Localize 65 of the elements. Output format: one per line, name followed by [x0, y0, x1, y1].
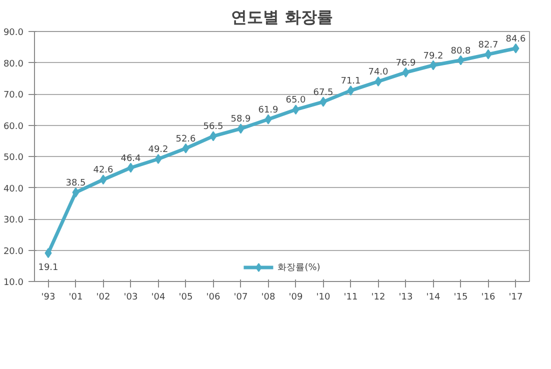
x-tick-label: '16	[481, 292, 496, 302]
point	[100, 174, 107, 185]
x-tick-label: '08	[261, 292, 276, 302]
data-label: 61.9	[258, 105, 279, 116]
point	[457, 55, 464, 66]
y-tick-label: 30.0	[3, 216, 24, 226]
point	[430, 60, 437, 70]
x-tick-label: '11	[344, 292, 358, 302]
data-label: 71.1	[340, 76, 361, 87]
point	[484, 49, 492, 60]
x-tick-label: '93	[41, 292, 56, 302]
data-label: 46.4	[120, 154, 142, 164]
point	[154, 154, 162, 164]
y-tick-label: 20.0	[3, 246, 24, 257]
data-label: 82.7	[478, 40, 498, 50]
y-tick-label: 10.0	[3, 278, 24, 288]
data-label: 42.6	[93, 166, 114, 176]
data-label: 19.1	[38, 263, 58, 274]
y-tick-label: 60.0	[3, 122, 24, 132]
x-tick-label: '10	[316, 292, 330, 302]
y-tick-label: 50.0	[3, 153, 24, 163]
point	[127, 162, 134, 173]
x-tick-label: '04	[151, 292, 166, 302]
point	[237, 124, 244, 134]
x-tick-label: '13	[398, 292, 413, 302]
point	[182, 143, 190, 154]
point	[512, 43, 520, 54]
data-label: 38.5	[66, 178, 86, 188]
point	[402, 67, 410, 78]
chart-title: 연도별 화장률	[231, 8, 333, 26]
data-label: 52.6	[176, 134, 196, 144]
point	[72, 187, 80, 198]
data-label: 56.5	[203, 122, 224, 132]
point	[292, 104, 300, 115]
x-tick-label: '17	[508, 292, 523, 302]
x-tick-label: '15	[454, 292, 468, 302]
data-label: 74.0	[368, 68, 389, 78]
x-tick-label: '14	[426, 292, 440, 302]
data-label: 79.2	[423, 51, 444, 62]
point	[210, 131, 217, 142]
x-tick-label: '12	[371, 292, 386, 302]
data-label: 67.5	[313, 88, 334, 98]
y-tick-label: 90.0	[3, 28, 24, 38]
point	[347, 86, 354, 96]
data-label: 58.9	[230, 114, 252, 125]
data-label: 49.2	[148, 145, 168, 155]
y-tick-label: 40.0	[3, 184, 24, 194]
y-tick-label: 80.0	[3, 59, 24, 70]
y-tick-label: 70.0	[3, 90, 24, 100]
data-label: 80.8	[450, 46, 472, 56]
x-tick-label: '09	[288, 292, 303, 302]
x-tick-label: '07	[234, 292, 248, 302]
data-label: 84.6	[506, 34, 526, 44]
data-label: 76.9	[396, 58, 416, 68]
x-tick-label: '03	[124, 292, 138, 302]
point	[320, 96, 327, 107]
legend-label: 화장률(%)	[278, 262, 320, 274]
point	[264, 114, 272, 124]
x-tick-label: '06	[206, 292, 220, 302]
x-tick-label: '02	[96, 292, 110, 302]
point	[374, 76, 382, 86]
point	[44, 248, 52, 258]
x-tick-label: '01	[68, 292, 83, 302]
data-label: 65.0	[286, 96, 306, 106]
x-tick-label: '05	[178, 292, 193, 302]
